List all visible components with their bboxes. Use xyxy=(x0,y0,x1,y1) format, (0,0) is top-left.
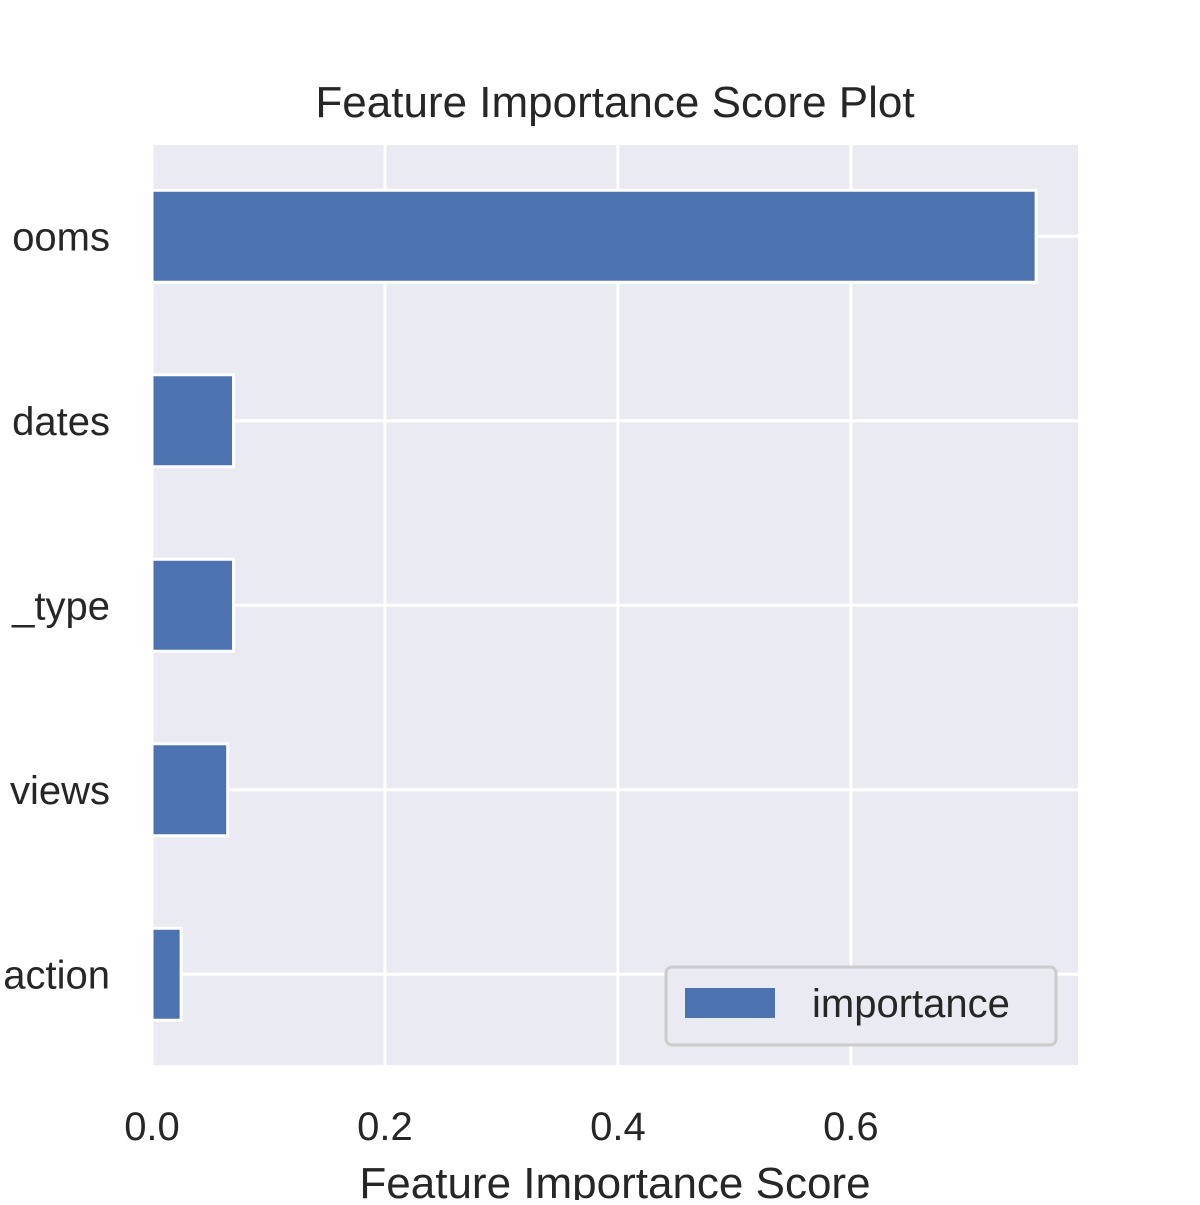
bar-ooms xyxy=(150,188,1038,284)
x-tick-label: 0.2 xyxy=(357,1105,413,1149)
bars xyxy=(150,188,1038,1022)
x-tick-label: 0.6 xyxy=(823,1105,879,1149)
grid xyxy=(150,145,1078,1065)
y-tick-label: action xyxy=(3,953,110,997)
x-tick-labels: 0.0 0.2 0.4 0.6 xyxy=(124,1105,878,1149)
x-tick-label: 0.0 xyxy=(124,1105,180,1149)
bar-views xyxy=(150,742,230,838)
legend-box xyxy=(664,965,1058,1047)
legend: importance xyxy=(664,965,1058,1047)
x-tick-label: 0.4 xyxy=(590,1105,646,1149)
legend-label-importance: importance xyxy=(812,982,1010,1026)
bar-dates xyxy=(150,373,236,469)
y-tick-label: ooms xyxy=(12,215,110,259)
y-tick-label: views xyxy=(10,769,110,813)
x-axis-label: Feature Importance Score xyxy=(359,1159,870,1200)
bar-action xyxy=(150,926,183,1022)
y-tick-label: dates xyxy=(12,400,110,444)
bar-_type xyxy=(150,557,236,653)
chart-title: Feature Importance Score Plot xyxy=(315,78,914,127)
y-tick-label: _type xyxy=(11,584,110,628)
legend-swatch-importance xyxy=(685,988,775,1018)
